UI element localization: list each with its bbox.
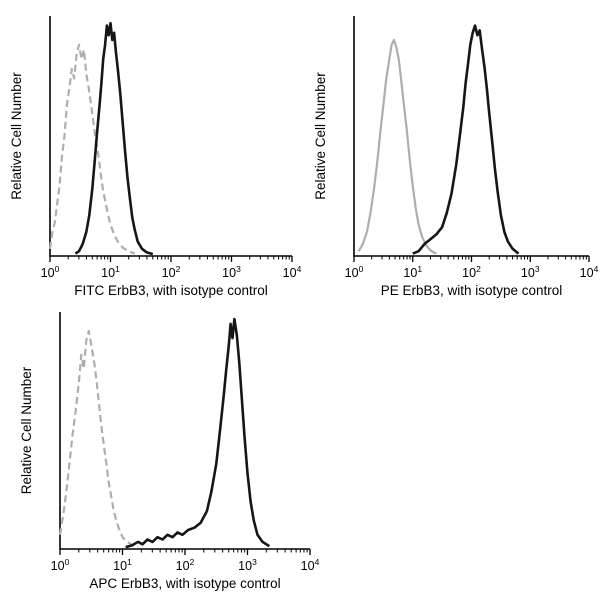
x-tick-label: 100 xyxy=(345,264,364,280)
x-tick-label: 104 xyxy=(283,264,302,280)
y-axis-label: Relative Cell Number xyxy=(19,366,34,494)
series-erbb3-apc xyxy=(125,317,271,549)
fitc-histogram-panel: 100 101 102 103 104 FITC ErbB3, with isotype … xyxy=(9,16,302,298)
y-axis-label: Relative Cell Number xyxy=(9,72,24,200)
x-tick-label: 102 xyxy=(162,264,181,280)
series-isotype-control xyxy=(48,43,136,255)
x-tick-label: 100 xyxy=(41,264,60,280)
x-tick-label: 103 xyxy=(238,557,257,573)
series-erbb3-pe xyxy=(412,24,520,255)
x-axis-label: APC ErbB3, with isotype control xyxy=(89,576,280,591)
pe-histogram-panel: 100 101 102 103 104 PE ErbB3, with isotype co… xyxy=(313,16,599,298)
x-tick-label: 101 xyxy=(113,557,132,573)
x-tick-label: 104 xyxy=(301,557,320,573)
x-tick-label: 102 xyxy=(176,557,195,573)
x-tick-label: 101 xyxy=(101,264,120,280)
series-isotype-control xyxy=(58,329,139,549)
y-axis-label: Relative Cell Number xyxy=(313,72,328,200)
x-axis-label: FITC ErbB3, with isotype control xyxy=(74,283,268,298)
x-tick-label: 104 xyxy=(580,264,599,280)
x-tick-label: 100 xyxy=(51,557,70,573)
apc-histogram-panel: 100 101 102 103 104 APC ErbB3, with isotype c… xyxy=(19,312,320,591)
x-tick-label: 101 xyxy=(403,264,422,280)
series-isotype-control xyxy=(357,38,437,255)
series-erbb3-fitc xyxy=(74,21,154,256)
x-tick-label: 103 xyxy=(222,264,241,280)
x-axis-label: PE ErbB3, with isotype control xyxy=(381,283,563,298)
x-tick-label: 103 xyxy=(521,264,540,280)
x-tick-label: 102 xyxy=(462,264,481,280)
